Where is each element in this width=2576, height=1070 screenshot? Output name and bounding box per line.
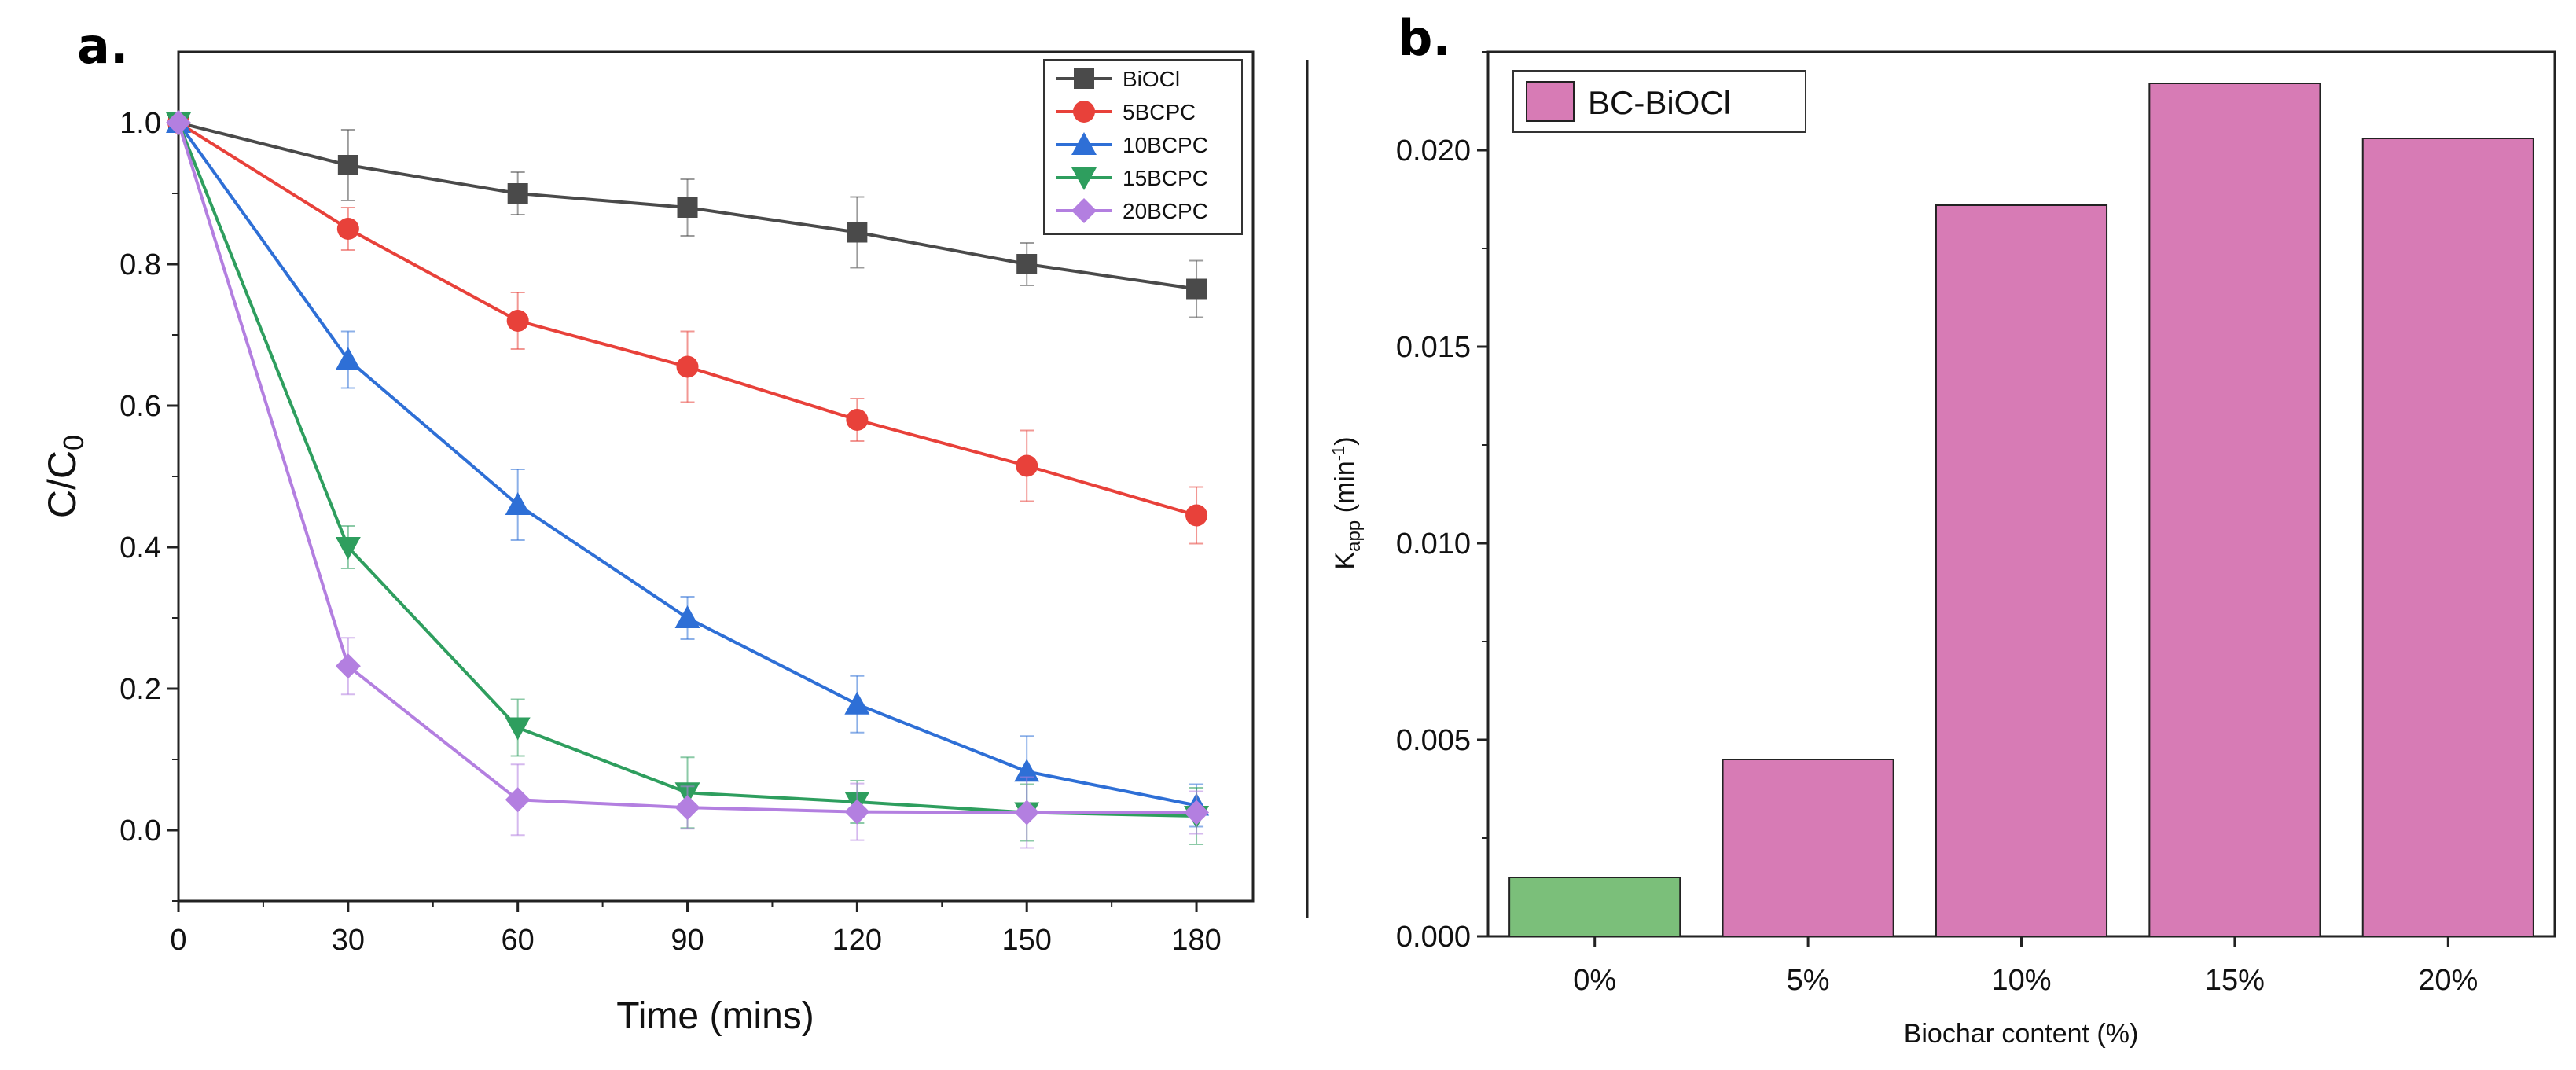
- panel-b: b. 0.000 0.005 0.010 0.015 0.020 0% 5% 10% 15% 20…: [1328, 9, 2556, 1049]
- plot-a-xlabel: Time (mins): [616, 995, 814, 1037]
- plot-b-xtick-label: 10%: [1991, 964, 2051, 997]
- plot-b-ytick-label: 0.010: [1396, 528, 1471, 561]
- plot-a-xtick-label: 30: [332, 924, 365, 957]
- data-point-10BCPC: [505, 492, 531, 515]
- plot-a-ytick-label: 0.4: [119, 531, 161, 564]
- plot-a-xtick-label: 0: [170, 924, 186, 957]
- data-point-10BCPC: [844, 691, 870, 715]
- plot-a-ylabel-main: C/C: [40, 450, 84, 518]
- panel-a-label: a.: [77, 17, 128, 75]
- legend-marker-5BCPC: [1073, 101, 1095, 123]
- plot-b-ylabel-unit-pre: (min: [1330, 461, 1360, 520]
- plot-b-xtick-label: 15%: [2205, 964, 2265, 997]
- data-point-BiOCl: [1016, 254, 1038, 274]
- plot-b-legend-label: BC-BiOCl: [1588, 84, 1731, 121]
- panel-b-label: b.: [1398, 9, 1451, 67]
- legend-marker-20BCPC: [1071, 198, 1097, 223]
- plot-b-legend-swatch: [1526, 81, 1575, 122]
- plot-a-ytick-label: 0.6: [119, 390, 161, 423]
- plot-b-xtick-label: 20%: [2418, 964, 2478, 997]
- data-point-BiOCl: [677, 197, 698, 218]
- data-point-15BCPC: [335, 537, 361, 560]
- plot-b-xtick-label: 0%: [1573, 964, 1616, 997]
- data-point-20BCPC: [335, 653, 361, 679]
- legend-label-5BCPC: 5BCPC: [1123, 100, 1196, 124]
- data-point-20BCPC: [1184, 800, 1210, 825]
- data-point-20BCPC: [844, 799, 870, 825]
- bar-0%: [1508, 877, 1681, 937]
- plot-a-xtick-label: 90: [671, 924, 704, 957]
- plot-b-ylabel-unit-sup: -1: [1328, 446, 1348, 461]
- plot-b-bars: [1508, 83, 2534, 937]
- plot-a-ticks: 0 30 60 90 120 150 180 0.0 0.2 0.4 0.6 0.8 1.0: [119, 107, 1222, 957]
- plot-a-xtick-label: 60: [502, 924, 535, 957]
- data-point-10BCPC: [1014, 759, 1040, 782]
- legend-marker-15BCPC: [1071, 167, 1097, 190]
- plot-a-ytick-label: 1.0: [119, 107, 161, 140]
- plot-b-xlabel: Biochar content (%): [1904, 1019, 2139, 1049]
- plot-a-series: [166, 110, 1210, 849]
- legend-label-BiOCl: BiOCl: [1123, 67, 1180, 91]
- data-point-15BCPC: [505, 717, 531, 741]
- plot-a-ytick-label: 0.0: [119, 814, 161, 848]
- plot-a-legend: BiOCl 5BCPC 10BCPC 15BCPC 20BCPC: [1043, 59, 1243, 235]
- legend-label-10BCPC: 10BCPC: [1123, 133, 1208, 157]
- data-point-5BCPC: [506, 310, 529, 332]
- plot-b-ylabel-sub: app: [1343, 520, 1365, 552]
- data-point-BiOCl: [507, 183, 528, 204]
- legend-label-15BCPC: 15BCPC: [1123, 166, 1208, 190]
- plot-b-ylabel: Kapp (min-1): [1328, 436, 1365, 569]
- data-point-5BCPC: [336, 218, 359, 240]
- plot-b-ytick-label: 0.015: [1396, 331, 1471, 364]
- plot-a-ylabel-sub: 0: [57, 435, 90, 450]
- bar-10%: [1935, 204, 2108, 937]
- data-point-10BCPC: [335, 347, 361, 370]
- data-point-20BCPC: [674, 795, 700, 821]
- plot-a-ytick-label: 0.2: [119, 673, 161, 706]
- panel-a: a. 0 30 60 90 120 150 180 0.0 0.2 0.4 0.6 0.8 1.0 Ti…: [40, 17, 1255, 1037]
- data-point-20BCPC: [505, 787, 531, 813]
- data-point-20BCPC: [1014, 800, 1040, 825]
- legend-marker-BiOCl: [1074, 68, 1094, 89]
- data-point-5BCPC: [1185, 504, 1208, 527]
- bar-20%: [2361, 138, 2534, 937]
- plot-b-legend: BC-BiOCl: [1512, 70, 1806, 133]
- plot-b-ylabel-main: K: [1330, 552, 1360, 570]
- data-point-BiOCl: [847, 222, 868, 243]
- data-point-5BCPC: [846, 409, 869, 431]
- data-point-5BCPC: [1016, 454, 1038, 477]
- series-20BCPC: [166, 110, 1210, 849]
- data-point-5BCPC: [676, 355, 699, 378]
- plot-b-ylabel-unit-post: ): [1330, 436, 1360, 445]
- bar-15%: [2148, 83, 2321, 937]
- data-point-BiOCl: [1186, 278, 1207, 300]
- plot-b-xtick-label: 5%: [1787, 964, 1830, 997]
- plot-b-ytick-label: 0.005: [1396, 724, 1471, 757]
- plot-b-ticks: 0.000 0.005 0.010 0.015 0.020 0% 5% 10% 15% 20%: [1396, 51, 2478, 997]
- plot-b-ytick-label: 0.020: [1396, 134, 1471, 167]
- data-point-20BCPC: [166, 110, 191, 135]
- legend-marker-10BCPC: [1071, 132, 1097, 155]
- plot-a-xtick-label: 150: [1002, 924, 1052, 957]
- legend-label-20BCPC: 20BCPC: [1123, 199, 1208, 223]
- data-point-10BCPC: [674, 605, 700, 628]
- plot-a-xtick-label: 180: [1171, 924, 1221, 957]
- plot-a-ylabel: C/C0: [40, 435, 90, 518]
- plot-a-ytick-label: 0.8: [119, 248, 161, 281]
- plot-a-xtick-label: 120: [832, 924, 882, 957]
- bar-5%: [1722, 759, 1894, 937]
- data-point-BiOCl: [337, 155, 358, 175]
- plot-b-ytick-label: 0.000: [1396, 921, 1471, 954]
